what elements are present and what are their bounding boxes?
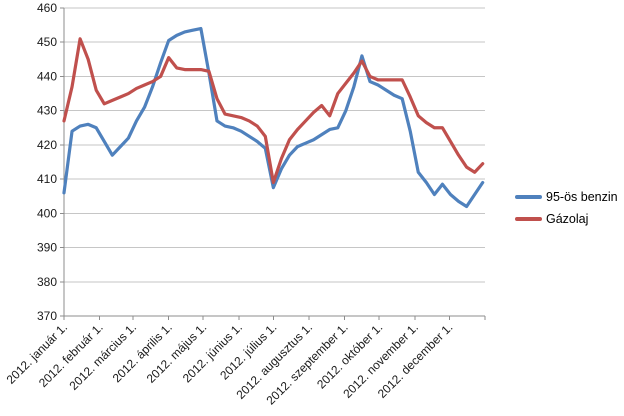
y-axis-label: 460: [37, 1, 57, 15]
y-axis-label: 420: [37, 138, 57, 152]
y-axis-label: 430: [37, 104, 57, 118]
legend-item-95-benzin[interactable]: 95-ös benzin: [515, 186, 618, 208]
benzin-series-label: 95-ös benzin: [546, 190, 618, 204]
chart-legend: 95-ös benzin Gázolaj: [515, 186, 618, 230]
x-axis-label: 2012. január 1.: [4, 320, 71, 387]
gazolaj-series-swatch-icon: [515, 217, 542, 221]
benzin-series-swatch-icon: [515, 195, 542, 199]
y-axis-label: 450: [37, 35, 57, 49]
y-axis-label: 440: [37, 69, 57, 83]
legend-item-gazolaj[interactable]: Gázolaj: [515, 208, 618, 230]
y-axis-label: 370: [37, 309, 57, 323]
x-axis-label: 2012. május 1.: [144, 320, 210, 386]
gazolaj-series-label: Gázolaj: [546, 212, 589, 226]
y-axis-label: 400: [37, 206, 57, 220]
y-axis-label: 390: [37, 241, 57, 255]
series-line-gazolaj[interactable]: [62, 37, 485, 185]
y-axis-label: 380: [37, 275, 57, 289]
y-axis-label: 410: [37, 172, 57, 186]
series-line-95-os-benzin[interactable]: [62, 26, 485, 209]
